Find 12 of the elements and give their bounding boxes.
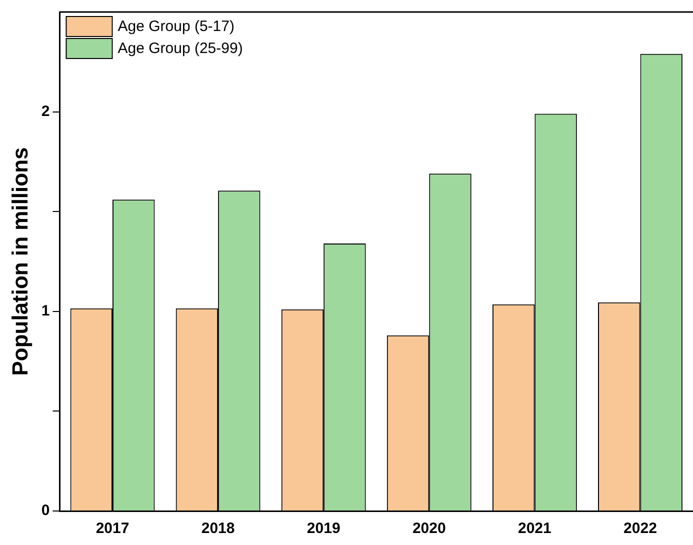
y-axis-title: Population in millions — [7, 147, 32, 376]
x-tick-label: 2017 — [96, 520, 130, 538]
legend-label: Age Group (5-17) — [118, 18, 234, 36]
x-tick-label: 2020 — [412, 520, 446, 538]
x-tick-label: 2021 — [518, 520, 552, 538]
x-tick-label: 2022 — [624, 520, 657, 538]
x-tick-label: 2019 — [306, 520, 340, 538]
y-tick-label: 0 — [41, 502, 50, 520]
x-tick-label: 2018 — [201, 520, 235, 538]
legend-label: Age Group (25-99) — [118, 40, 243, 58]
y-tick-label: 2 — [41, 102, 50, 120]
y-tick-label: 1 — [41, 302, 50, 320]
